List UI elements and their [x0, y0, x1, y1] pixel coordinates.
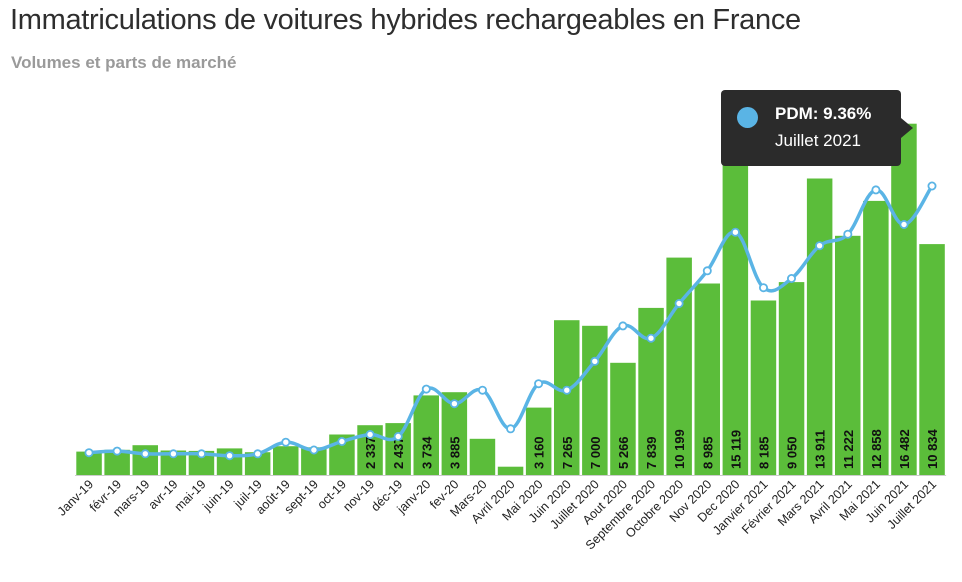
- bar-value-label-11: 2 437: [391, 436, 406, 469]
- x-tick-label-5: juin-19: [200, 477, 237, 514]
- market-share-point-0: [84, 448, 94, 458]
- bar-15: [497, 466, 524, 475]
- market-share-point-7: [281, 437, 291, 447]
- bar-value-label-20: 7 839: [644, 436, 659, 469]
- bar-value-label-23: 15 119: [728, 430, 743, 469]
- bar-value-label-13: 3 885: [447, 436, 462, 469]
- bar-26: [806, 178, 833, 475]
- tooltip-series-value: PDM: 9.36%: [775, 104, 872, 123]
- x-axis-tick-labels: Janv-19févr-19mars-19avr-19mai-19juin-19…: [55, 477, 939, 552]
- market-share-point-11: [393, 431, 403, 441]
- market-share-point-14: [477, 385, 487, 395]
- bar-0: [76, 451, 102, 475]
- market-share-point-13: [449, 399, 459, 409]
- bar-29: [891, 123, 917, 475]
- market-share-point-25: [787, 273, 797, 283]
- bar-value-label-17: 7 265: [560, 436, 575, 469]
- bar-value-label-27: 11 222: [841, 430, 856, 469]
- market-share-point-21: [674, 298, 684, 308]
- market-share-point-2: [140, 449, 150, 459]
- tooltip-period: Juillet 2021: [775, 131, 862, 150]
- market-share-point-9: [337, 436, 347, 446]
- bar-value-label-24: 8 185: [757, 436, 772, 469]
- bar-7: [273, 446, 299, 475]
- bar-12: [413, 395, 439, 475]
- bar-value-labels: 2 337 2 437 3 734 3 885 3 160 7 265 7 000 5 266…: [363, 428, 940, 469]
- bar-27: [835, 235, 861, 475]
- chart-title: Immatriculations de voitures hybrides re…: [10, 4, 801, 36]
- bar-value-label-26: 13 911: [813, 430, 828, 469]
- market-share-point-1: [112, 446, 122, 456]
- bar-25: [778, 282, 805, 475]
- market-share-point-29: [899, 219, 909, 229]
- bar-value-label-25: 9 050: [785, 436, 800, 469]
- bar-30: [919, 244, 945, 475]
- bar-11: [385, 423, 411, 475]
- market-share-point-19: [618, 321, 628, 331]
- bar-value-label-22: 8 985: [700, 436, 715, 469]
- market-share-point-12: [421, 384, 431, 394]
- market-share-point-23: [730, 227, 740, 237]
- bar-value-label-19: 5 266: [616, 436, 631, 469]
- market-share-point-4: [196, 449, 206, 459]
- bar-value-label-18: 7 000: [588, 436, 603, 469]
- chart-tooltip: PDM: 9.36% Juillet 2021: [721, 90, 913, 166]
- bar-16: [525, 407, 552, 475]
- tooltip-series-dot: [737, 107, 758, 128]
- market-share-point-18: [590, 356, 600, 366]
- x-tick-label-0: Janv-19: [55, 477, 96, 518]
- bar-28: [863, 200, 889, 475]
- bar-value-label-30: 10 834: [925, 428, 940, 469]
- x-tick-label-4: mai-19: [172, 477, 209, 514]
- market-share-point-20: [646, 333, 656, 343]
- market-share-point-5: [225, 451, 235, 461]
- bar-value-label-28: 12 858: [869, 429, 884, 469]
- market-share-point-27: [843, 229, 853, 239]
- bar-value-label-12: 3 734: [419, 436, 434, 469]
- market-share-point-8: [309, 445, 319, 455]
- market-share-point-16: [534, 379, 544, 389]
- market-share-point-22: [702, 266, 712, 276]
- bar-14: [469, 438, 496, 475]
- bar-value-label-16: 3 160: [532, 436, 547, 469]
- bar-series: [76, 123, 945, 475]
- market-share-point-15: [506, 424, 516, 434]
- market-share-point-6: [253, 449, 263, 459]
- chart-subtitle: Volumes et parts de marché: [11, 53, 237, 72]
- bar-value-label-21: 10 199: [672, 429, 687, 469]
- bar-value-label-10: 2 337: [363, 436, 378, 469]
- market-share-point-17: [562, 385, 572, 395]
- bar-6: [244, 452, 271, 475]
- bar-17: [554, 320, 580, 475]
- market-share-point-28: [871, 185, 881, 195]
- market-share-line: [87, 184, 934, 458]
- market-share-point-3: [168, 449, 178, 459]
- market-share-point-30: [927, 181, 937, 191]
- bar-19: [610, 362, 636, 475]
- market-share-series: [84, 181, 937, 461]
- bar-value-label-29: 16 482: [897, 429, 912, 469]
- bar-23: [722, 152, 749, 475]
- bar-24: [750, 300, 777, 475]
- bar-22: [694, 283, 720, 475]
- market-share-point-24: [759, 283, 769, 293]
- market-share-point-10: [365, 429, 375, 439]
- market-share-point-26: [815, 241, 825, 251]
